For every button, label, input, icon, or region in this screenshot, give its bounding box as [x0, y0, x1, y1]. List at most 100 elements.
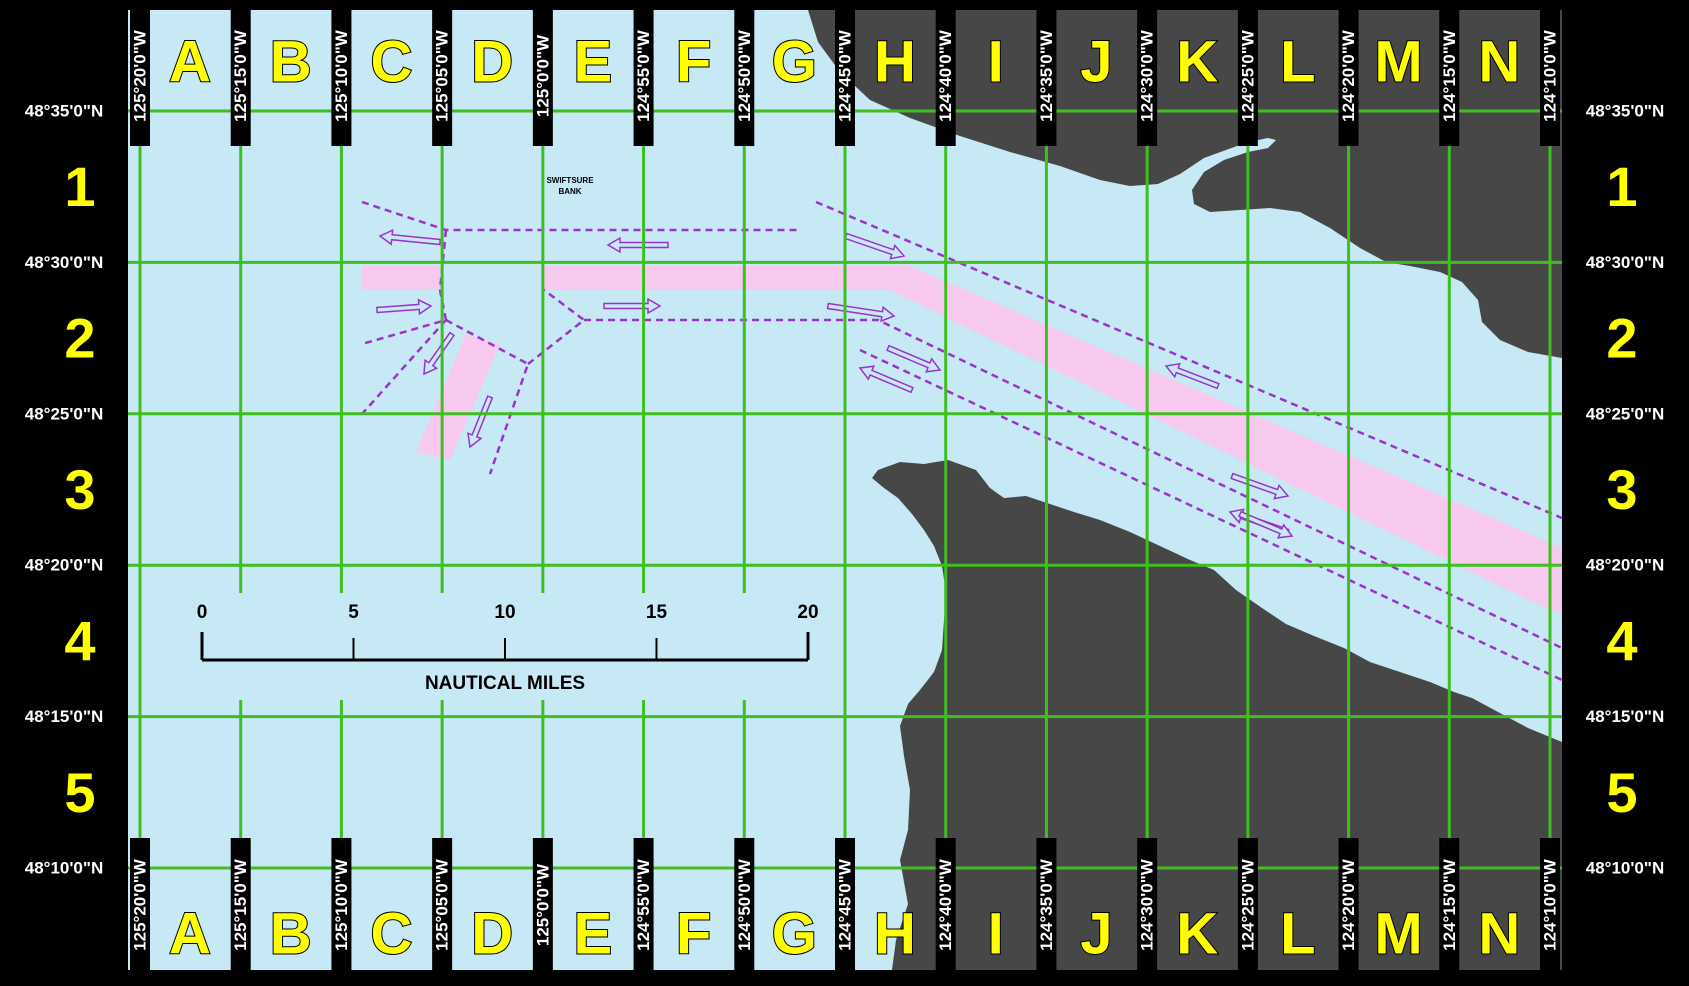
- column-label-top: M: [1374, 30, 1422, 95]
- longitude-label-box: [1338, 6, 1359, 146]
- latitude-label-right: 48°25'0"N: [1586, 404, 1664, 423]
- scale-bar-tick-label: 0: [197, 602, 208, 623]
- latitude-label-left: 48°20'0"N: [25, 556, 103, 575]
- longitude-label-top: 125°05'0"W: [433, 29, 452, 122]
- row-label-right: 4: [1606, 609, 1637, 672]
- longitude-label-box: [1439, 6, 1460, 146]
- frame-labels: 125°20'0"W 125°20'0"W 125°15'0"W 125°15'0"W…: [25, 6, 1664, 972]
- column-label-bottom: D: [471, 902, 513, 967]
- traffic-lane-south-approach: [416, 334, 500, 460]
- row-label-left: 4: [64, 609, 95, 672]
- scale-bar-tick-label: 10: [494, 602, 515, 623]
- latitude-label-left: 48°15'0"N: [25, 707, 103, 726]
- scale-bar-tick-label: 20: [797, 602, 818, 623]
- bank-label-line-2: BANK: [558, 187, 581, 196]
- row-label-left: 2: [64, 307, 95, 370]
- longitude-label-bottom: 124°55'0"W: [634, 858, 653, 951]
- longitude-label-box: [532, 838, 553, 972]
- longitude-label-box: [1439, 838, 1460, 972]
- longitude-label-box: [734, 6, 755, 146]
- longitude-label-box: [1137, 6, 1158, 146]
- traffic-arrow-3: [375, 298, 433, 316]
- latitude-label-left: 48°25'0"N: [25, 404, 103, 423]
- row-label-right: 3: [1606, 458, 1637, 521]
- row-label-right: 2: [1606, 307, 1637, 370]
- longitude-label-box: [331, 838, 352, 972]
- longitude-label-bottom: 124°40'0"W: [936, 858, 955, 951]
- column-label-top: K: [1176, 30, 1218, 95]
- longitude-label-box: [633, 6, 654, 146]
- latitude-label-left: 48°10'0"N: [25, 859, 103, 878]
- longitude-label-box: [935, 838, 956, 972]
- row-label-left: 5: [64, 761, 95, 824]
- latitude-label-left: 48°35'0"N: [25, 102, 103, 121]
- column-label-bottom: E: [574, 902, 613, 967]
- longitude-label-top: 124°40'0"W: [936, 29, 955, 122]
- longitude-label-top: 124°50'0"W: [735, 29, 754, 122]
- latitude-label-right: 48°15'0"N: [1586, 707, 1664, 726]
- scale-bar-unit: NAUTICAL MILES: [425, 673, 585, 694]
- longitude-label-box: [935, 6, 956, 146]
- column-label-top: L: [1280, 30, 1315, 95]
- latitude-label-right: 48°10'0"N: [1586, 859, 1664, 878]
- latitude-label-right: 48°30'0"N: [1586, 253, 1664, 272]
- column-label-top: E: [574, 30, 613, 95]
- longitude-label-top: 125°15'0"W: [231, 29, 250, 122]
- longitude-label-box: [1237, 838, 1258, 972]
- map-area: [128, 10, 1563, 970]
- column-label-bottom: G: [772, 902, 817, 967]
- longitude-label-top: 125°0'0"W: [533, 34, 552, 117]
- column-label-bottom: J: [1080, 902, 1112, 967]
- longitude-label-box: [1036, 838, 1057, 972]
- longitude-label-bottom: 125°20'0"W: [131, 858, 150, 951]
- longitude-label-box: [1539, 6, 1560, 146]
- traffic-arrows: [375, 228, 1294, 539]
- longitude-label-bottom: 125°15'0"W: [231, 858, 250, 951]
- longitude-label-box: [1036, 6, 1057, 146]
- bank-label: SWIFTSURE BANK: [546, 176, 594, 196]
- longitude-label-box: [130, 838, 150, 972]
- longitude-label-box: [734, 838, 755, 972]
- longitude-label-bottom: 124°45'0"W: [835, 858, 854, 951]
- scale-bar: 0 5 10 15 20 NAUTICAL MILES: [197, 602, 819, 694]
- row-label-left: 3: [64, 458, 95, 521]
- longitude-label-box: [1137, 838, 1158, 972]
- scale-bar-tick-label: 15: [646, 602, 668, 623]
- longitude-label-top: 124°30'0"W: [1138, 29, 1157, 122]
- longitude-label-bottom: 124°15'0"W: [1440, 858, 1459, 951]
- latitude-label-left: 48°30'0"N: [25, 253, 103, 272]
- traffic-arrow-10: [1230, 472, 1290, 500]
- longitude-label-box: [834, 838, 855, 972]
- longitude-label-bottom: 124°30'0"W: [1138, 858, 1157, 951]
- traffic-arrow-13: [886, 344, 942, 373]
- longitude-label-box: [432, 6, 453, 146]
- longitude-label-top: 125°20'0"W: [131, 29, 150, 122]
- traffic-arrow-4: [423, 331, 456, 376]
- separation-line-outer-north: [815, 200, 1563, 520]
- column-label-bottom: F: [676, 902, 711, 967]
- longitude-label-box: [633, 838, 654, 972]
- traffic-arrow-1: [378, 228, 442, 246]
- column-label-top: G: [772, 30, 817, 95]
- column-label-bottom: C: [370, 902, 412, 967]
- longitude-label-bottom: 124°50'0"W: [735, 858, 754, 951]
- row-label-right: 1: [1606, 155, 1637, 218]
- longitude-label-top: 124°45'0"W: [835, 29, 854, 122]
- column-label-top: J: [1080, 30, 1112, 95]
- scale-bar-tick-label: 5: [348, 602, 359, 623]
- column-label-top: H: [874, 30, 916, 95]
- longitude-label-box: [230, 838, 251, 972]
- longitude-label-bottom: 124°35'0"W: [1037, 858, 1056, 951]
- longitude-label-bottom: 125°05'0"W: [433, 858, 452, 951]
- column-label-top: C: [370, 30, 412, 95]
- grid-lines: [128, 10, 1562, 970]
- longitude-label-bottom: 124°25'0"W: [1238, 858, 1257, 951]
- column-label-top: A: [169, 30, 211, 95]
- column-label-bottom: I: [988, 902, 1004, 967]
- longitude-label-box: [432, 838, 453, 972]
- column-label-bottom: B: [270, 902, 312, 967]
- longitude-label-top: 124°10'0"W: [1540, 29, 1559, 122]
- row-label-left: 1: [64, 155, 95, 218]
- column-label-bottom: M: [1374, 902, 1422, 967]
- longitude-label-top: 124°55'0"W: [634, 29, 653, 122]
